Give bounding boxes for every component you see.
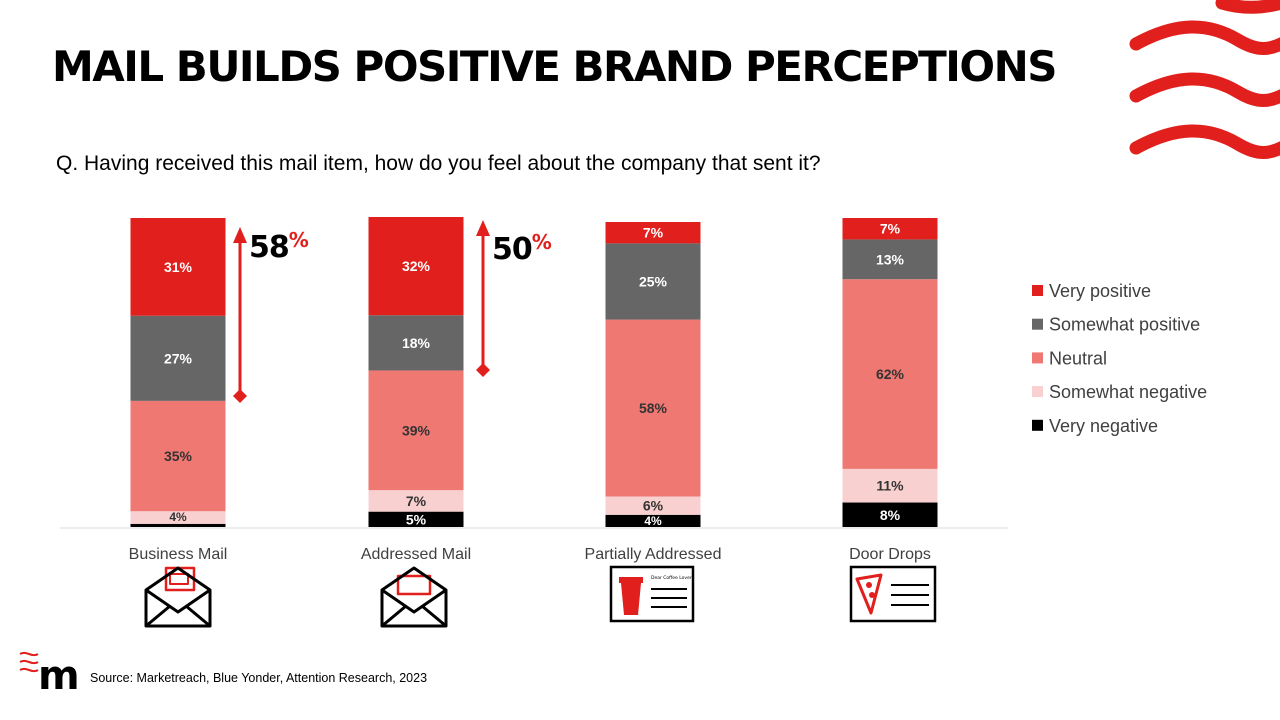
data-label-somewhat-negative-addressed-mail: 7% xyxy=(406,493,427,509)
bar-segment-neutral-addressed-mail xyxy=(368,370,464,491)
data-label-very-positive-door-drops: 7% xyxy=(880,221,901,237)
bar-segment-somewhat-negative-door-drops xyxy=(842,468,938,503)
bar-segment-very-positive-business-mail xyxy=(130,218,226,316)
icon-letter-text: Dear Coffee Lover xyxy=(651,575,692,581)
source-note: Source: Marketreach, Blue Yonder, Attent… xyxy=(90,671,428,685)
data-label-very-negative-addressed-mail: 5% xyxy=(406,511,427,527)
legend-swatch xyxy=(1032,386,1043,398)
bar-segment-very-positive-door-drops xyxy=(842,218,938,240)
bar-segment-very-positive-partially-addressed xyxy=(605,222,701,244)
legend-swatch xyxy=(1032,285,1043,296)
envelope-icon xyxy=(144,566,212,628)
annotation-label-addressed-mail: 50% xyxy=(492,230,552,267)
pizza-leaflet-icon xyxy=(849,565,937,623)
data-label-somewhat-positive-business-mail: 27% xyxy=(164,350,193,366)
annotation-unit: % xyxy=(532,230,552,254)
bar-segment-neutral-business-mail xyxy=(130,400,226,512)
legend-label: Very positive xyxy=(1049,281,1151,301)
legend-label: Neutral xyxy=(1049,348,1107,368)
legend-item-very-negative: Very negative xyxy=(1032,416,1158,436)
annotation-value: 58 xyxy=(249,230,289,265)
data-label-somewhat-negative-partially-addressed: 6% xyxy=(643,498,664,514)
bar-segment-somewhat-positive-door-drops xyxy=(842,239,938,280)
data-label-somewhat-positive-partially-addressed: 25% xyxy=(639,273,668,289)
data-label-very-positive-partially-addressed: 7% xyxy=(643,225,664,241)
data-label-somewhat-negative-door-drops: 11% xyxy=(876,478,904,494)
legend-label: Very negative xyxy=(1049,416,1158,436)
survey-question: Q. Having received this mail item, how d… xyxy=(56,152,821,175)
legend-item-very-positive: Very positive xyxy=(1032,281,1151,301)
bar-segment-somewhat-positive-business-mail xyxy=(130,315,226,401)
bar-segment-somewhat-positive-partially-addressed xyxy=(605,243,701,320)
data-label-neutral-business-mail: 35% xyxy=(164,448,193,464)
coffee-letter-icon: Dear Coffee Lover xyxy=(609,565,695,623)
annotation-arrow-addressed-mail xyxy=(476,220,490,377)
category-labels: Business Mail Addressed Mail Partially Add… xyxy=(129,546,931,563)
annotation-value: 50 xyxy=(492,232,532,267)
annotation-label-business-mail: 58% xyxy=(249,228,309,265)
legend-swatch xyxy=(1032,419,1043,431)
logo-mark: m xyxy=(38,653,80,699)
category-label-partially-addressed: Partially Addressed xyxy=(585,546,722,563)
bar-segment-somewhat-negative-partially-addressed xyxy=(605,496,701,515)
bar-segment-somewhat-positive-addressed-mail xyxy=(368,315,464,371)
data-label-very-positive-business-mail: 31% xyxy=(164,259,193,275)
category-label-door-drops: Door Drops xyxy=(849,546,931,563)
legend-swatch xyxy=(1032,318,1043,330)
data-label-very-positive-addressed-mail: 32% xyxy=(402,258,431,274)
envelope-icon xyxy=(380,566,448,628)
legend-item-neutral: Neutral xyxy=(1032,348,1107,368)
bar-stacks xyxy=(130,217,938,527)
legend-label: Somewhat positive xyxy=(1049,315,1200,335)
data-label-neutral-partially-addressed: 58% xyxy=(639,400,668,416)
category-label-business-mail: Business Mail xyxy=(129,546,228,563)
legend-label: Somewhat negative xyxy=(1049,382,1207,402)
wave-decoration-icon xyxy=(1129,0,1280,159)
bar-segment-very-negative-business-mail xyxy=(130,523,226,527)
data-label-somewhat-positive-door-drops: 13% xyxy=(876,251,905,267)
chart-legend: Very positive Somewhat positive Neutral Som… xyxy=(1032,281,1207,436)
bar-segment-neutral-door-drops xyxy=(842,279,938,469)
data-label-neutral-addressed-mail: 39% xyxy=(402,422,431,438)
page-title: MAIL BUILDS POSITIVE BRAND PERCEPTIONS xyxy=(52,42,1058,91)
legend-item-somewhat-negative: Somewhat negative xyxy=(1032,382,1207,402)
bar-segment-neutral-partially-addressed xyxy=(605,319,701,497)
data-label-very-negative-partially-addressed: 4% xyxy=(644,514,662,528)
bar-segment-very-positive-addressed-mail xyxy=(368,217,464,316)
bar-segment-very-negative-addressed-mail xyxy=(368,511,464,527)
annotation-unit: % xyxy=(289,228,309,252)
segment-labels: 4%35%27%31%5%7%39%18%32%4%6%58%25%7%8%11… xyxy=(164,221,905,528)
marketreach-logo: m xyxy=(19,651,80,699)
data-label-very-negative-door-drops: 8% xyxy=(880,507,901,523)
legend-item-somewhat-positive: Somewhat positive xyxy=(1032,315,1200,335)
category-label-addressed-mail: Addressed Mail xyxy=(361,546,471,563)
bar-segment-somewhat-negative-business-mail xyxy=(130,511,226,524)
bar-segment-somewhat-negative-addressed-mail xyxy=(368,490,464,512)
legend-swatch xyxy=(1032,352,1043,364)
data-label-somewhat-negative-business-mail: 4% xyxy=(169,510,187,524)
bar-segment-very-negative-door-drops xyxy=(842,502,938,527)
data-label-neutral-door-drops: 62% xyxy=(876,366,905,382)
bar-segment-very-negative-partially-addressed xyxy=(605,514,701,527)
data-label-somewhat-positive-addressed-mail: 18% xyxy=(402,335,431,351)
annotation-arrow-business-mail xyxy=(233,227,247,403)
